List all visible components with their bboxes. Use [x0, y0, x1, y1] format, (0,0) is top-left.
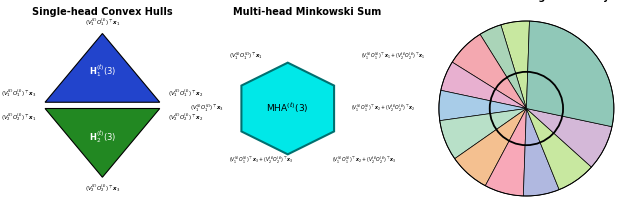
Text: $(V_1^{(\ell)}O_1^{(\ell)})^\top \boldsymbol{x}_2$: $(V_1^{(\ell)}O_1^{(\ell)})^\top \boldsy…: [168, 87, 204, 99]
Text: Multi-head Partitioning Induced by MLP: Multi-head Partitioning Induced by MLP: [417, 0, 636, 2]
Text: Multi-head Minkowski Sum: Multi-head Minkowski Sum: [233, 7, 381, 17]
Text: $\mathrm{MHA}^{(\ell)}(3)$: $\mathrm{MHA}^{(\ell)}(3)$: [266, 102, 309, 115]
Text: Single-head Convex Hulls: Single-head Convex Hulls: [32, 7, 173, 17]
Text: $(V_1^{(\ell)}O_1^{(\ell)})^\top \boldsymbol{x}_3$: $(V_1^{(\ell)}O_1^{(\ell)})^\top \boldsy…: [191, 103, 225, 114]
Text: $(V_2^{(\ell)}O_2^{(\ell)})^\top \boldsymbol{x}_3$: $(V_2^{(\ell)}O_2^{(\ell)})^\top \boldsy…: [84, 182, 120, 194]
Text: $\mathbf{H}_2^{(\ell)}(3)$: $\mathbf{H}_2^{(\ell)}(3)$: [89, 130, 116, 145]
Polygon shape: [480, 25, 526, 108]
Text: $(V_1^{(\ell)}O_1^{(\ell)})^\top \boldsymbol{x}_2 + (V_2^{(\ell)}O_2^{(\ell)})^\: $(V_1^{(\ell)}O_1^{(\ell)})^\top \boldsy…: [351, 103, 415, 114]
Polygon shape: [526, 108, 591, 190]
Polygon shape: [45, 33, 160, 102]
Polygon shape: [439, 90, 526, 121]
Text: $(V_1^{(\ell)}O_1^{(\ell)})^\top \boldsymbol{x}_1$: $(V_1^{(\ell)}O_1^{(\ell)})^\top \boldsy…: [229, 51, 264, 62]
Polygon shape: [526, 21, 614, 127]
Text: $(V_2^{(\ell)}O_2^{(\ell)})^\top \boldsymbol{x}_1$: $(V_2^{(\ell)}O_2^{(\ell)})^\top \boldsy…: [1, 112, 37, 123]
Polygon shape: [526, 108, 612, 167]
Text: $\mathbf{H}_1^{(\ell)}(3)$: $\mathbf{H}_1^{(\ell)}(3)$: [89, 63, 116, 79]
Polygon shape: [45, 108, 160, 177]
Text: $(V_1^{(\ell)}O_1^{(\ell)})^\top \boldsymbol{x}_1$: $(V_1^{(\ell)}O_1^{(\ell)})^\top \boldsy…: [84, 17, 120, 28]
Polygon shape: [501, 21, 529, 108]
Text: $(V_1^{(\ell)}O_1^{(\ell)})^\top \boldsymbol{x}_3$: $(V_1^{(\ell)}O_1^{(\ell)})^\top \boldsy…: [1, 87, 37, 99]
Polygon shape: [455, 108, 526, 186]
Polygon shape: [524, 108, 559, 196]
Text: $(V_1^{(\ell)}O_1^{(\ell)})^\top \boldsymbol{x}_3 + (V_2^{(\ell)}O_2^{(\ell)})^\: $(V_1^{(\ell)}O_1^{(\ell)})^\top \boldsy…: [229, 155, 294, 166]
Polygon shape: [440, 108, 526, 159]
Text: $(V_1^{(\ell)}O_1^{(\ell)})^\top \boldsymbol{x}_2 + (V_2^{(\ell)}O_2^{(\ell)})^\: $(V_1^{(\ell)}O_1^{(\ell)})^\top \boldsy…: [332, 155, 396, 166]
Text: $(V_1^{(\ell)}O_1^{(\ell)})^\top \boldsymbol{x}_1 + (V_2^{(\ell)}O_2^{(\ell)})^\: $(V_1^{(\ell)}O_1^{(\ell)})^\top \boldsy…: [361, 51, 426, 62]
Polygon shape: [441, 62, 526, 108]
Text: $(V_2^{(\ell)}O_2^{(\ell)})^\top \boldsymbol{x}_2$: $(V_2^{(\ell)}O_2^{(\ell)})^\top \boldsy…: [168, 112, 204, 123]
Polygon shape: [452, 34, 526, 108]
Polygon shape: [241, 63, 334, 154]
Polygon shape: [485, 108, 526, 196]
